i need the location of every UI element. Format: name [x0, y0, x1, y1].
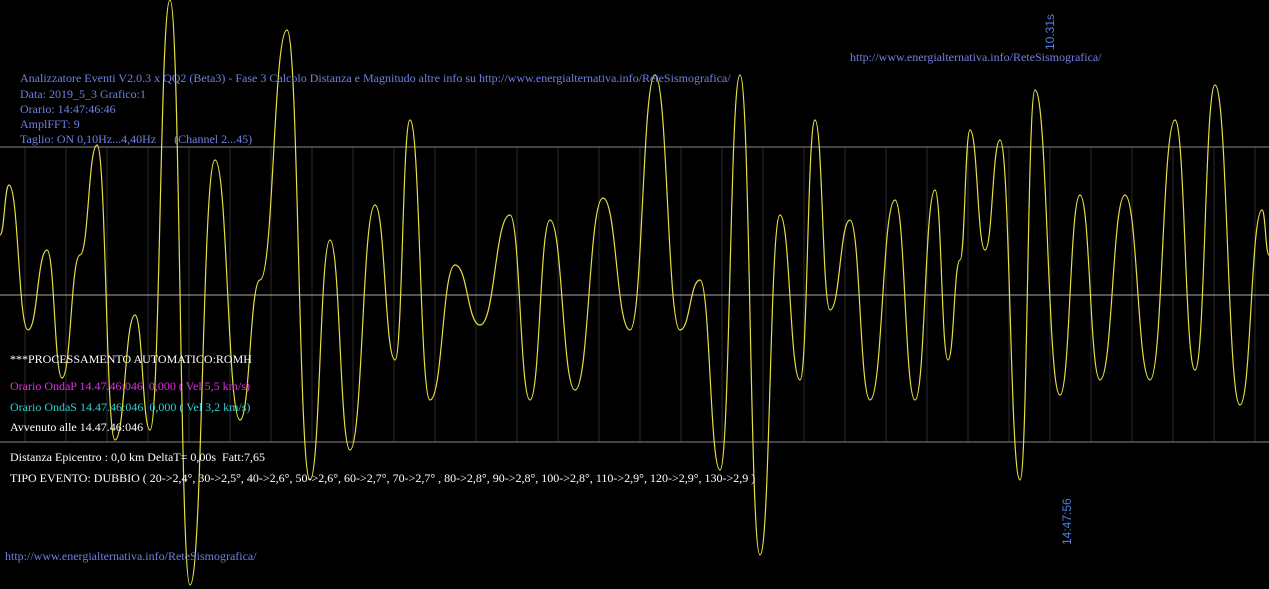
header-line: Data: 2019_5_3 Grafico:1: [20, 87, 146, 101]
processing-title: ***PROCESSAMENTO AUTOMATICO:ROMH: [10, 352, 252, 366]
url: http://www.energialternativa.info/ReteSi…: [850, 50, 1102, 64]
tipo-evento: TIPO EVENTO: DUBBIO ( 20->2,4°, 30->2,5°…: [10, 471, 755, 485]
time-label: 10.31s: [1043, 14, 1057, 50]
time-label: 14:47:56: [1060, 498, 1074, 545]
avvenuto: Avvenuto alle 14.47.46:046: [10, 420, 143, 434]
header-line: Analizzatore Eventi V2.0.3 x QQ2 (Beta3)…: [20, 71, 731, 85]
header-line: Taglio: ON 0,10Hz...4,40Hz (Channel 2...…: [20, 132, 252, 146]
url: http://www.energialternativa.info/ReteSi…: [5, 549, 257, 563]
distanza: Distanza Epicentro : 0,0 km DeltaT= 0,00…: [10, 450, 265, 464]
onda-p: Orario OndaP 14.47.46:046 0,000 ( Vel 5,…: [10, 379, 250, 393]
onda-s: Orario OndaS 14.47.46:046 0,000 ( Vel 3,…: [10, 400, 250, 414]
header-line: AmplFFT: 9: [20, 117, 80, 131]
header-line: Orario: 14:47:46:46: [20, 102, 116, 116]
